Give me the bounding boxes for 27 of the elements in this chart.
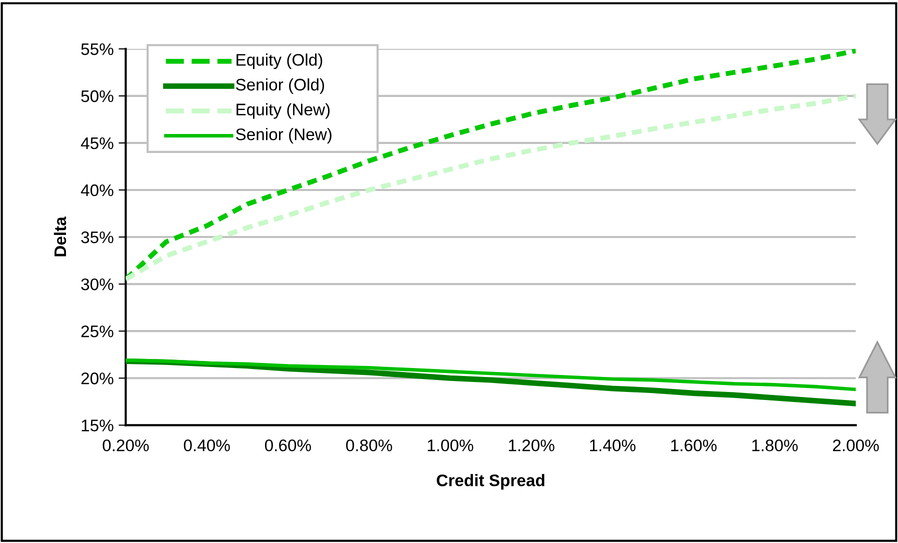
x-tick-label: 0.60% [264,440,311,452]
y-tick-label: 20% [81,372,114,384]
x-tick-label: 1.00% [428,440,474,452]
y-tick-label: 30% [81,278,114,290]
legend-label: Senior (New) [236,128,332,144]
line-series [126,358,856,392]
x-tick-label: 0.80% [346,440,392,452]
x-tick-label: 1.60% [671,440,717,452]
line-series [126,93,856,282]
y-tick-label: 15% [82,420,114,432]
y-tick-label: 35% [81,231,114,244]
y-tick-label: 50% [81,90,114,102]
x-tick-label: 1.20% [508,440,554,452]
y-tick-label: 25% [81,325,114,338]
x-tick-label: 0.40% [184,440,230,452]
x-tick-label: 1.80% [752,440,798,452]
x-axis-title: Credit Spread [436,474,544,490]
y-tick-label: 40% [80,184,114,196]
x-tick-label: 2.00% [833,440,879,452]
legend-label: Equity (Old) [236,54,322,70]
x-tick-label: 1.40% [590,440,636,452]
y-axis-title: Delta [54,216,66,256]
y-tick-label: 55% [81,43,114,56]
legend-label: Equity (New) [236,103,330,119]
y-tick-label: 45% [80,137,114,150]
x-tick-label: 0.20% [102,440,149,452]
legend-label: Senior (Old) [236,78,324,94]
